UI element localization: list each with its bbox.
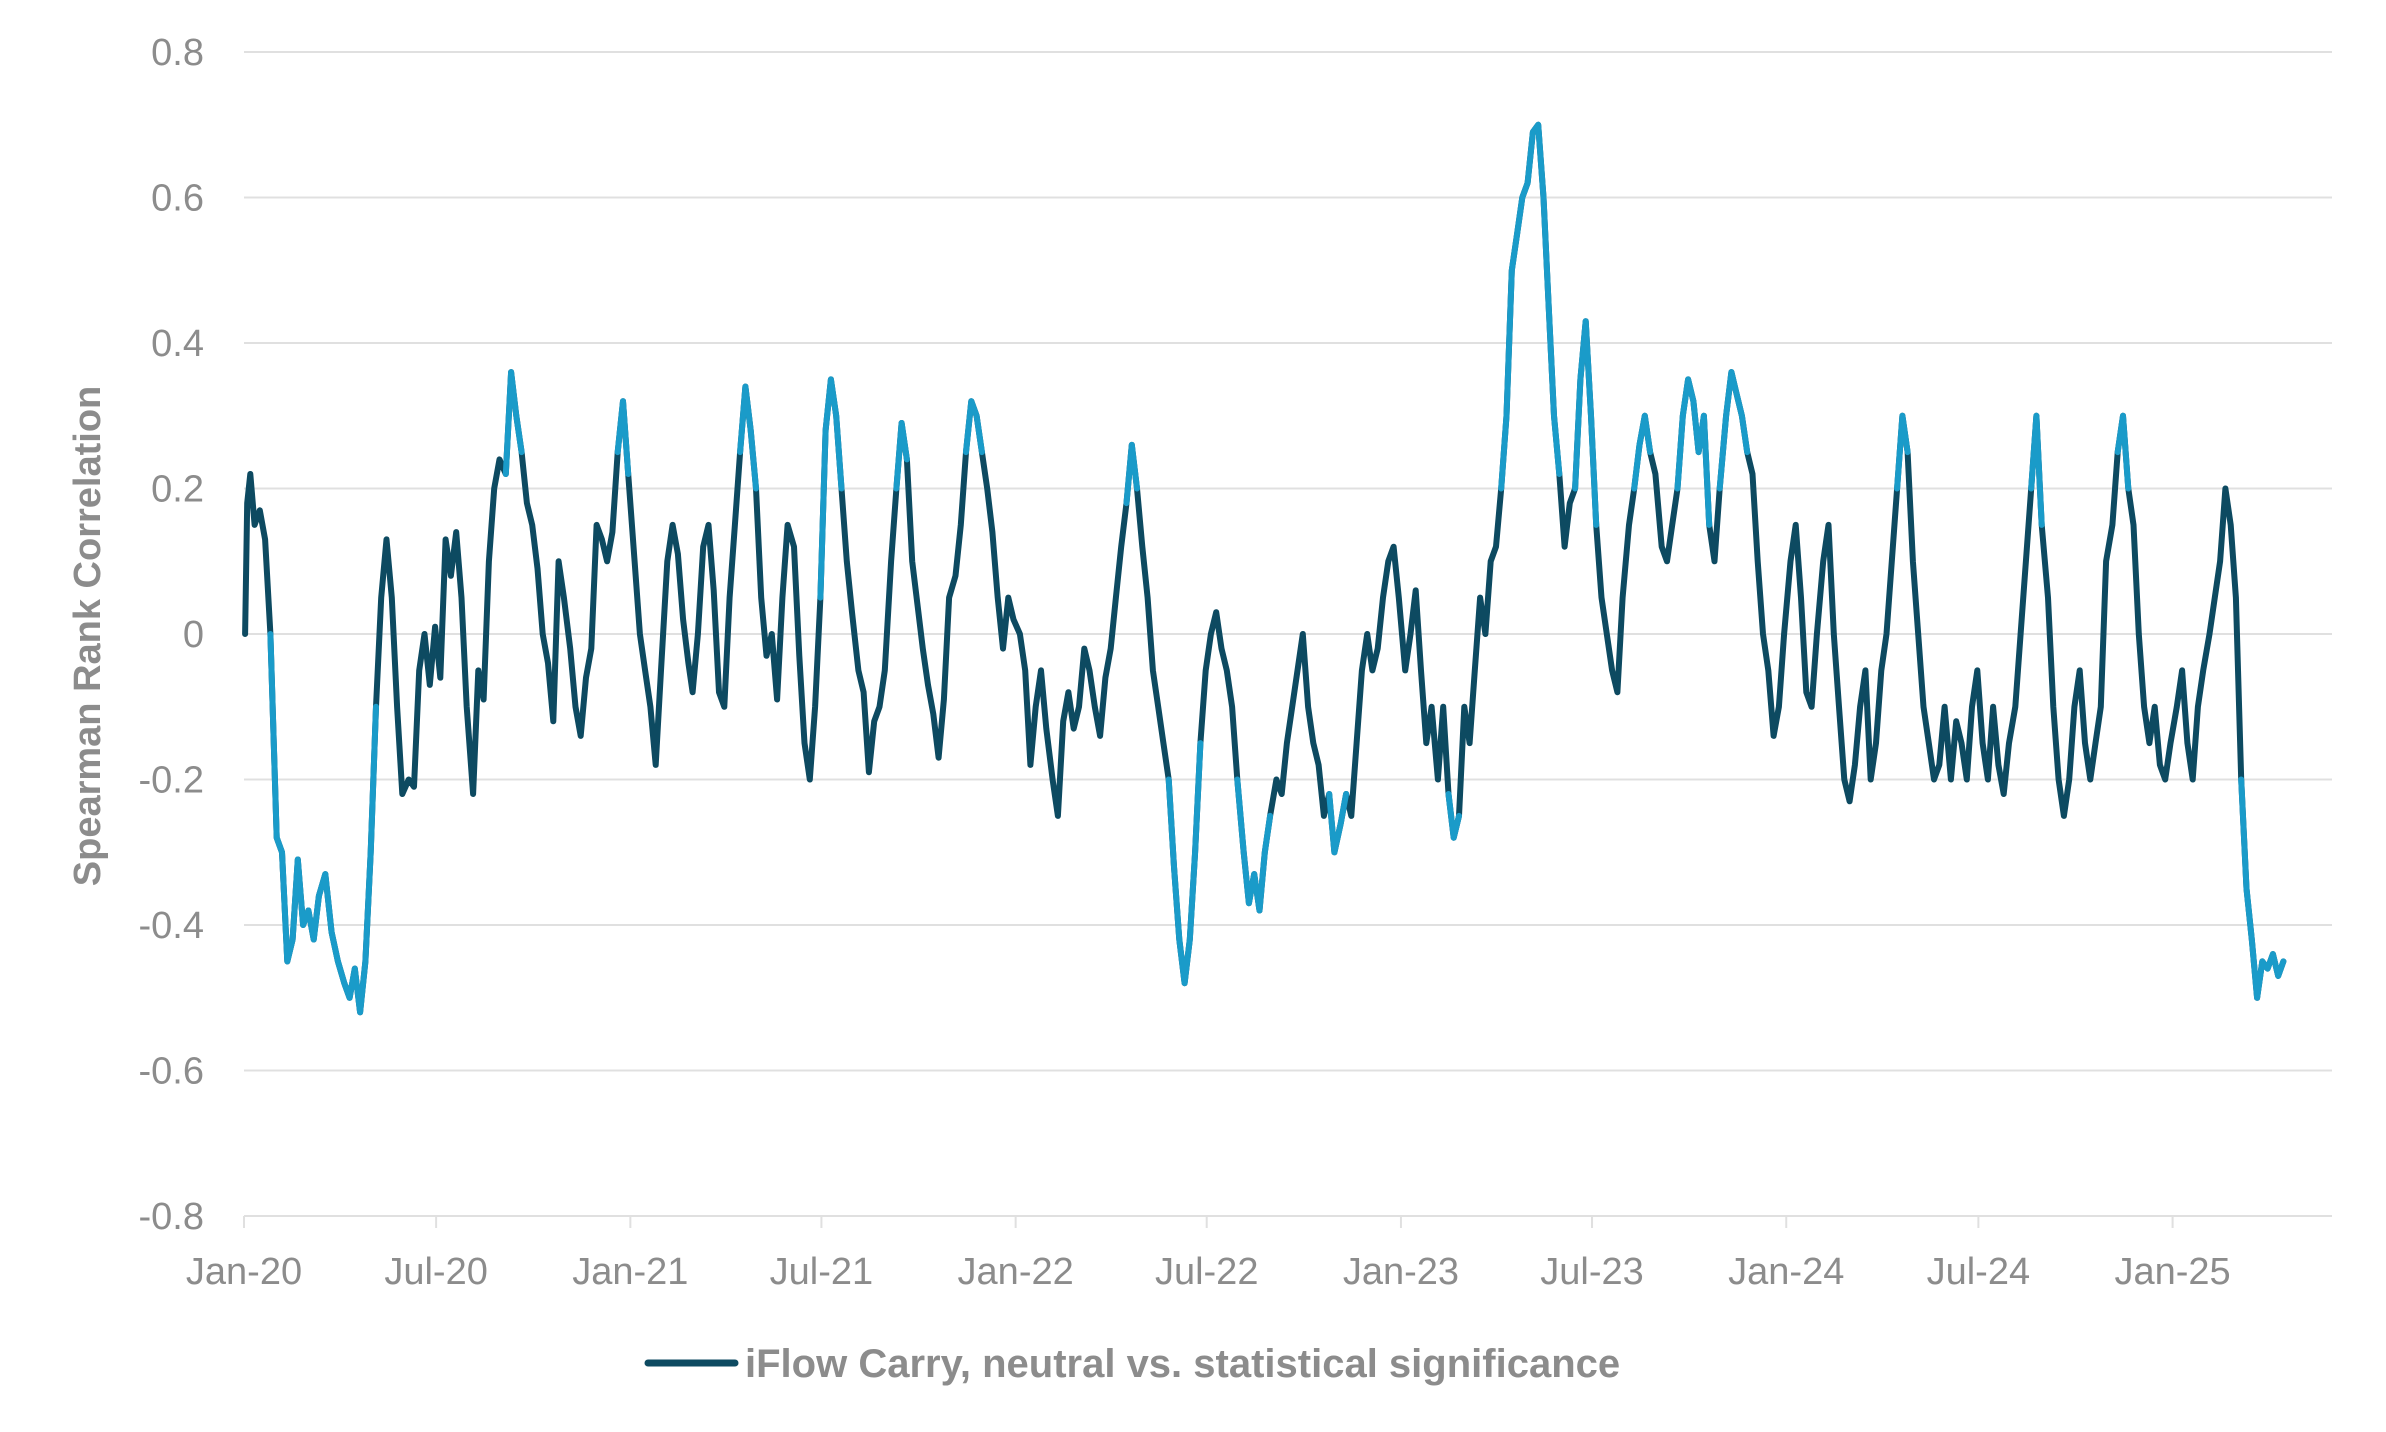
y-tick-label: 0 [183, 614, 204, 656]
y-tick-label: 0.4 [151, 323, 204, 365]
series-lines [242, 121, 2287, 1016]
y-tick-label: -0.8 [139, 1196, 204, 1238]
x-tick-label: Jan-24 [1728, 1251, 1844, 1293]
x-tick-label: Jul-24 [1927, 1251, 2031, 1293]
x-tick-label: Jan-25 [2115, 1251, 2231, 1293]
y-axis-tick-labels: 0.8 0.6 0.4 0.2 0 -0.2 -0.4 -0.6 -0.8 [139, 32, 204, 1238]
legend: iFlow Carry, neutral vs. statistical sig… [644, 1342, 1620, 1386]
x-tick-label: Jul-20 [384, 1251, 488, 1293]
y-tick-label: -0.2 [139, 760, 204, 802]
x-tick-label: Jul-22 [1155, 1251, 1259, 1293]
y-tick-label: 0.6 [151, 178, 204, 220]
x-tick-label: Jul-21 [770, 1251, 874, 1293]
y-tick-label: 0.2 [151, 469, 204, 511]
x-axis-tick-labels: Jan-20 Jul-20 Jan-21 Jul-21 Jan-22 Jul-22 Jan-… [186, 1251, 2231, 1293]
x-tick-label: Jan-22 [958, 1251, 1074, 1293]
y-axis-title: Spearman Rank Correlation [67, 386, 109, 886]
y-tick-label: -0.6 [139, 1051, 204, 1093]
x-tick-label: Jan-21 [572, 1251, 688, 1293]
x-tick-label: Jan-23 [1343, 1251, 1459, 1293]
y-tick-label: 0.8 [151, 32, 204, 74]
significant-segments [267, 121, 2287, 1016]
x-tick-label: Jan-20 [186, 1251, 302, 1293]
y-tick-label: -0.4 [139, 905, 204, 947]
legend-series-label: iFlow Carry, neutral vs. statistical sig… [745, 1342, 1620, 1386]
x-tick-label: Jul-23 [1540, 1251, 1644, 1293]
